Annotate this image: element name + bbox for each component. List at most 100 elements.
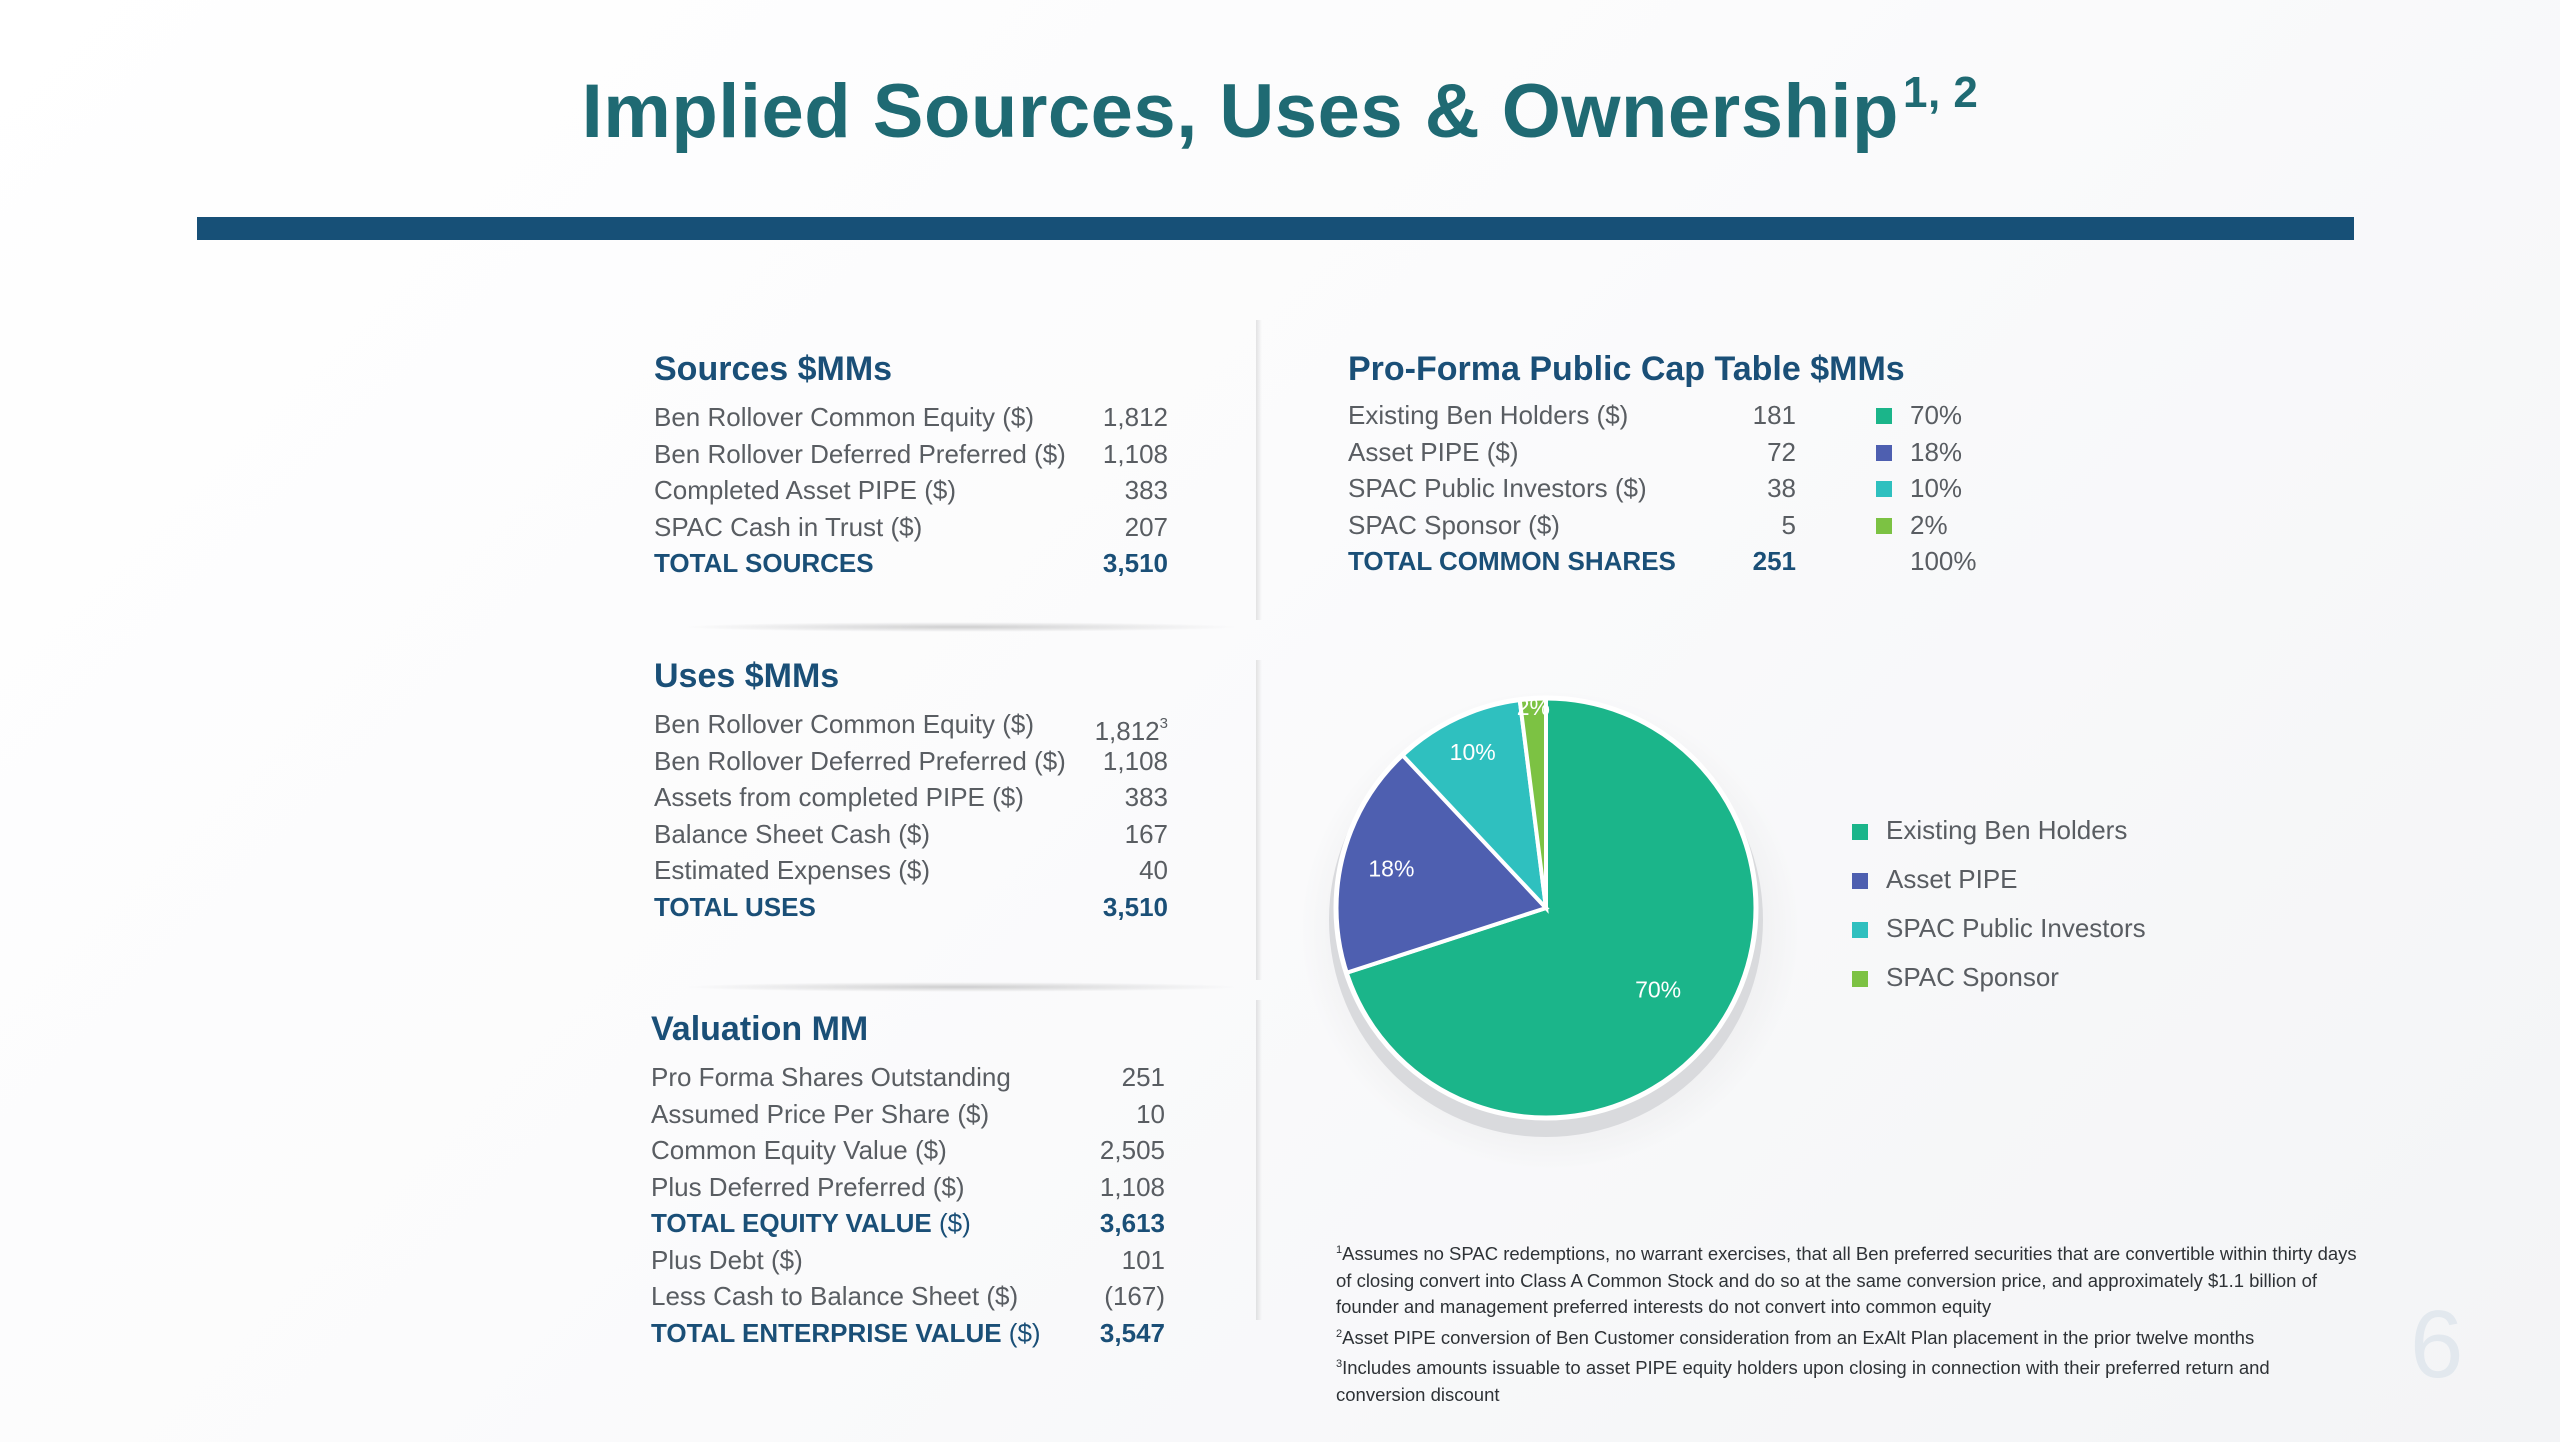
valuation-heading: Valuation MM xyxy=(651,1010,869,1048)
pie-outline xyxy=(1333,695,1759,1121)
column-divider xyxy=(1256,320,1262,620)
row-value: 2,505 xyxy=(1100,1132,1165,1169)
row-value: 251 xyxy=(1122,1059,1165,1096)
table-row: SPAC Cash in Trust ($) 207 xyxy=(654,509,1168,546)
table-row: Pro Forma Shares Outstanding 251 xyxy=(651,1059,1165,1096)
legend-swatch xyxy=(1852,873,1868,889)
pie-data-label: 10% xyxy=(1450,739,1496,765)
pie-data-label: 18% xyxy=(1368,855,1414,881)
cap-percent: 18% xyxy=(1910,436,1963,467)
row-label-text: Estimated Expenses ($) xyxy=(654,855,931,885)
row-label: Balance Sheet Cash ($) xyxy=(654,816,930,853)
legend-swatch xyxy=(1876,444,1892,461)
row-label: Completed Asset PIPE ($) xyxy=(654,472,956,509)
row-value: 1,812 xyxy=(1103,399,1168,436)
row-label-text: Ben Rollover Common Equity ($) xyxy=(654,709,1035,739)
title-footnote-ref: 1, 2 xyxy=(1902,68,1979,117)
row-value-text: 1,108 xyxy=(1102,438,1168,469)
legend-swatch xyxy=(1876,481,1892,497)
row-label: Plus Debt ($) xyxy=(651,1242,803,1279)
footnote-text: Includes amounts issuable to asset PIPE … xyxy=(1336,1357,2270,1405)
row-value: 1,108 xyxy=(1103,743,1168,780)
row-label: Ben Rollover Common Equity ($) xyxy=(654,706,1034,743)
row-label: Assets from completed PIPE ($) xyxy=(654,779,1024,816)
row-label-text: Plus Deferred Preferred ($) xyxy=(651,1171,965,1202)
footnote-marker: 1 xyxy=(1336,1244,1343,1256)
cap-value: 5 xyxy=(1781,509,1796,540)
page-title: Implied Sources, Uses & Ownership1, 2 xyxy=(0,68,2560,155)
row-value: 10 xyxy=(1136,1096,1165,1133)
row-value-text: 1,812 xyxy=(1094,716,1160,746)
row-label: TOTAL USES xyxy=(654,889,816,926)
table-row: Estimated Expenses ($) 40 xyxy=(654,852,1168,889)
cap-percent: 10% xyxy=(1910,473,1963,503)
cap-value: 181 xyxy=(1752,400,1796,430)
row-label-unit: ($) xyxy=(1001,1317,1041,1348)
column-divider xyxy=(1256,660,1262,980)
row-label: TOTAL EQUITY VALUE ($) xyxy=(651,1205,971,1242)
page-title-text: Implied Sources, Uses & Ownership xyxy=(581,69,1899,154)
row-label: Pro Forma Shares Outstanding xyxy=(651,1059,1011,1096)
row-label: TOTAL ENTERPRISE VALUE ($) xyxy=(651,1315,1041,1352)
row-label-text: Less Cash to Balance Sheet ($) xyxy=(651,1281,1019,1311)
total-row: TOTAL SOURCES 3,510 xyxy=(654,545,1168,582)
cap-percent: 100% xyxy=(1910,546,1977,576)
cap-value: 72 xyxy=(1767,436,1796,467)
row-value: 3,510 xyxy=(1103,545,1168,582)
row-label: Estimated Expenses ($) xyxy=(654,852,930,889)
legend-swatch xyxy=(1876,408,1892,424)
table-row: Balance Sheet Cash ($) 167 xyxy=(654,816,1168,853)
row-label-text: TOTAL EQUITY VALUE xyxy=(651,1208,932,1238)
uses-heading: Uses $MMs xyxy=(654,657,840,695)
row-label: Ben Rollover Common Equity ($) xyxy=(654,399,1034,436)
cap-label: Existing Ben Holders ($) xyxy=(1348,400,1629,430)
row-value: 3,547 xyxy=(1100,1315,1165,1352)
total-row: TOTAL ENTERPRISE VALUE ($) 3,547 xyxy=(651,1315,1165,1352)
legend-item: Asset PIPE xyxy=(1852,859,2018,899)
column-divider xyxy=(1256,1000,1262,1320)
row-value-text: 3,510 xyxy=(1102,548,1168,578)
table-row: Plus Debt ($) 101 xyxy=(651,1242,1165,1279)
table-row: Less Cash to Balance Sheet ($) (167) xyxy=(651,1278,1165,1315)
cap-percent: 2% xyxy=(1910,509,1948,540)
cap-row: SPAC Public Investors ($) 38 10% xyxy=(1348,470,1988,507)
row-value-text: 383 xyxy=(1124,782,1168,812)
table-row: Completed Asset PIPE ($) 383 xyxy=(654,472,1168,509)
row-label: TOTAL SOURCES xyxy=(654,545,874,582)
cap-row: Existing Ben Holders ($) 181 70% xyxy=(1348,397,1988,434)
cap-row: SPAC Sponsor ($) 5 2% xyxy=(1348,507,1988,544)
row-label-text: Ben Rollover Deferred Preferred ($) xyxy=(654,745,1066,776)
footnotes: 1Assumes no SPAC redemptions, no warrant… xyxy=(1336,1237,2360,1408)
row-value: 3,510 xyxy=(1103,889,1168,926)
row-label: Ben Rollover Deferred Preferred ($) xyxy=(654,743,1066,780)
row-value: 101 xyxy=(1122,1242,1165,1279)
row-value-text: 101 xyxy=(1121,1244,1165,1275)
sources-panel: Sources $MMs Ben Rollover Common Equity … xyxy=(654,350,1168,582)
sources-heading: Sources $MMs xyxy=(654,350,893,388)
valuation-panel: Valuation MM Pro Forma Shares Outstandin… xyxy=(651,1010,1165,1351)
row-value: 383 xyxy=(1125,472,1168,509)
pie-data-label: 70% xyxy=(1635,976,1681,1002)
row-value: 40 xyxy=(1139,852,1168,889)
legend-label: SPAC Public Investors xyxy=(1886,913,2146,943)
row-value-text: 207 xyxy=(1124,511,1168,542)
separator xyxy=(680,622,1240,632)
row-value-text: 1,108 xyxy=(1102,745,1168,776)
footnote: 2Asset PIPE conversion of Ben Customer c… xyxy=(1336,1321,2360,1352)
row-label-text: Pro Forma Shares Outstanding xyxy=(651,1062,1011,1092)
row-label-text: Ben Rollover Deferred Preferred ($) xyxy=(654,438,1066,469)
separator xyxy=(680,982,1240,992)
table-row: Assumed Price Per Share ($) 10 xyxy=(651,1096,1165,1133)
row-label-text: TOTAL USES xyxy=(654,891,816,922)
legend-label: SPAC Sponsor xyxy=(1886,962,2059,992)
row-label-text: TOTAL SOURCES xyxy=(654,548,874,578)
row-label: Plus Deferred Preferred ($) xyxy=(651,1169,965,1206)
row-label-text: Common Equity Value ($) xyxy=(651,1135,947,1165)
table-row: Ben Rollover Deferred Preferred ($) 1,108 xyxy=(654,743,1168,780)
row-label-text: Balance Sheet Cash ($) xyxy=(654,818,931,849)
row-value: 167 xyxy=(1125,816,1168,853)
row-value-text: (167) xyxy=(1104,1281,1165,1311)
row-value-text: 251 xyxy=(1121,1062,1165,1092)
row-value: 1,108 xyxy=(1100,1169,1165,1206)
legend-item: Existing Ben Holders xyxy=(1852,810,2127,850)
